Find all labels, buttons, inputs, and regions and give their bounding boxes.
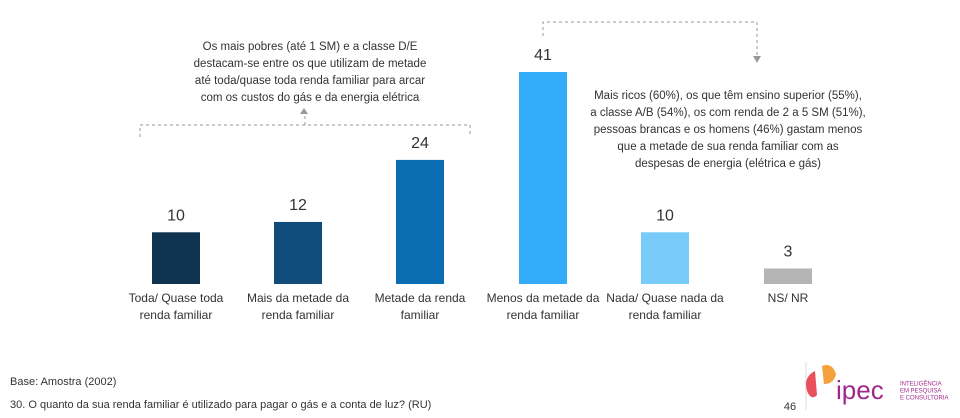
bar [274,221,322,284]
annotation: Os mais pobres (até 1 SM) e a classe D/E [203,41,418,53]
annotation: pessoas brancas e os homens (46%) gastam… [594,124,863,136]
category-label: Mais da metade da renda familiar [246,291,350,322]
logo-name: ipec [836,375,884,405]
category-label: Metade da renda familiar [374,291,466,322]
bar [641,232,689,284]
base-note: Base: Amostra (2002) [10,376,116,388]
annotation: até toda/quase toda renda familiar para … [195,75,425,87]
bar [152,232,200,284]
annotation: destacam-se entre os que utilizam de met… [194,58,427,70]
value-label: 10 [656,208,674,225]
value-label: 10 [167,208,185,225]
question: 30. O quanto da sua renda familiar é uti… [10,399,431,411]
category-label: NS/ NR [767,291,809,305]
annotation: a classe A/B (54%), os com renda de 2 a … [590,107,866,119]
value-label: 3 [784,244,793,261]
bracket-left [139,112,471,137]
bar [396,159,444,284]
logo-tagline: EM PESQUISA [900,389,941,395]
category-label: Menos da metade da renda familiar [486,291,600,322]
logo-mark [822,365,836,384]
bar [519,72,567,284]
annotation: que a metade de sua renda familiar com a… [617,141,838,153]
value-label: 41 [534,47,552,64]
value-label: 24 [411,135,429,152]
logo-tagline: E CONSULTORIA [900,396,948,402]
bracket-right [542,21,758,56]
arrow [753,56,761,63]
logo-tagline: INTELIGÊNCIA [900,380,942,388]
category-label: Toda/ Quase toda renda familiar [128,291,224,322]
arrow [300,108,308,114]
category-label: Nada/ Quase nada da renda familiar [606,291,724,322]
annotation: Mais ricos (60%), os que têm ensino supe… [594,90,862,102]
annotation: com os custos do gás e da energia elétri… [201,92,420,104]
value-label: 12 [289,197,307,214]
page-number: 46 [784,401,796,413]
logo-mark [806,371,817,398]
bar [764,268,812,284]
annotation: despesas de energia (elétrica e gás) [635,158,821,170]
